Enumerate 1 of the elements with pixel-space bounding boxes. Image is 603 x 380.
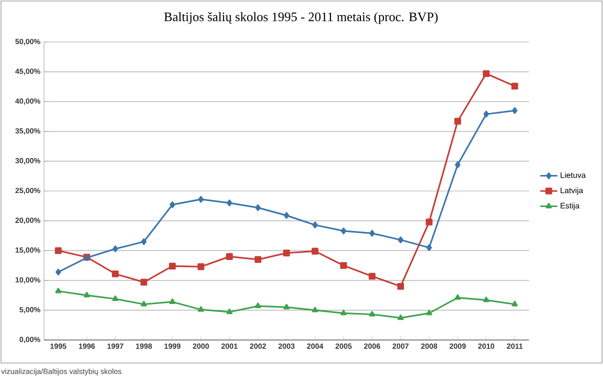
chart-title: Baltijos šalių skolos 1995 - 2011 metais (proc. BVP)	[164, 12, 438, 24]
